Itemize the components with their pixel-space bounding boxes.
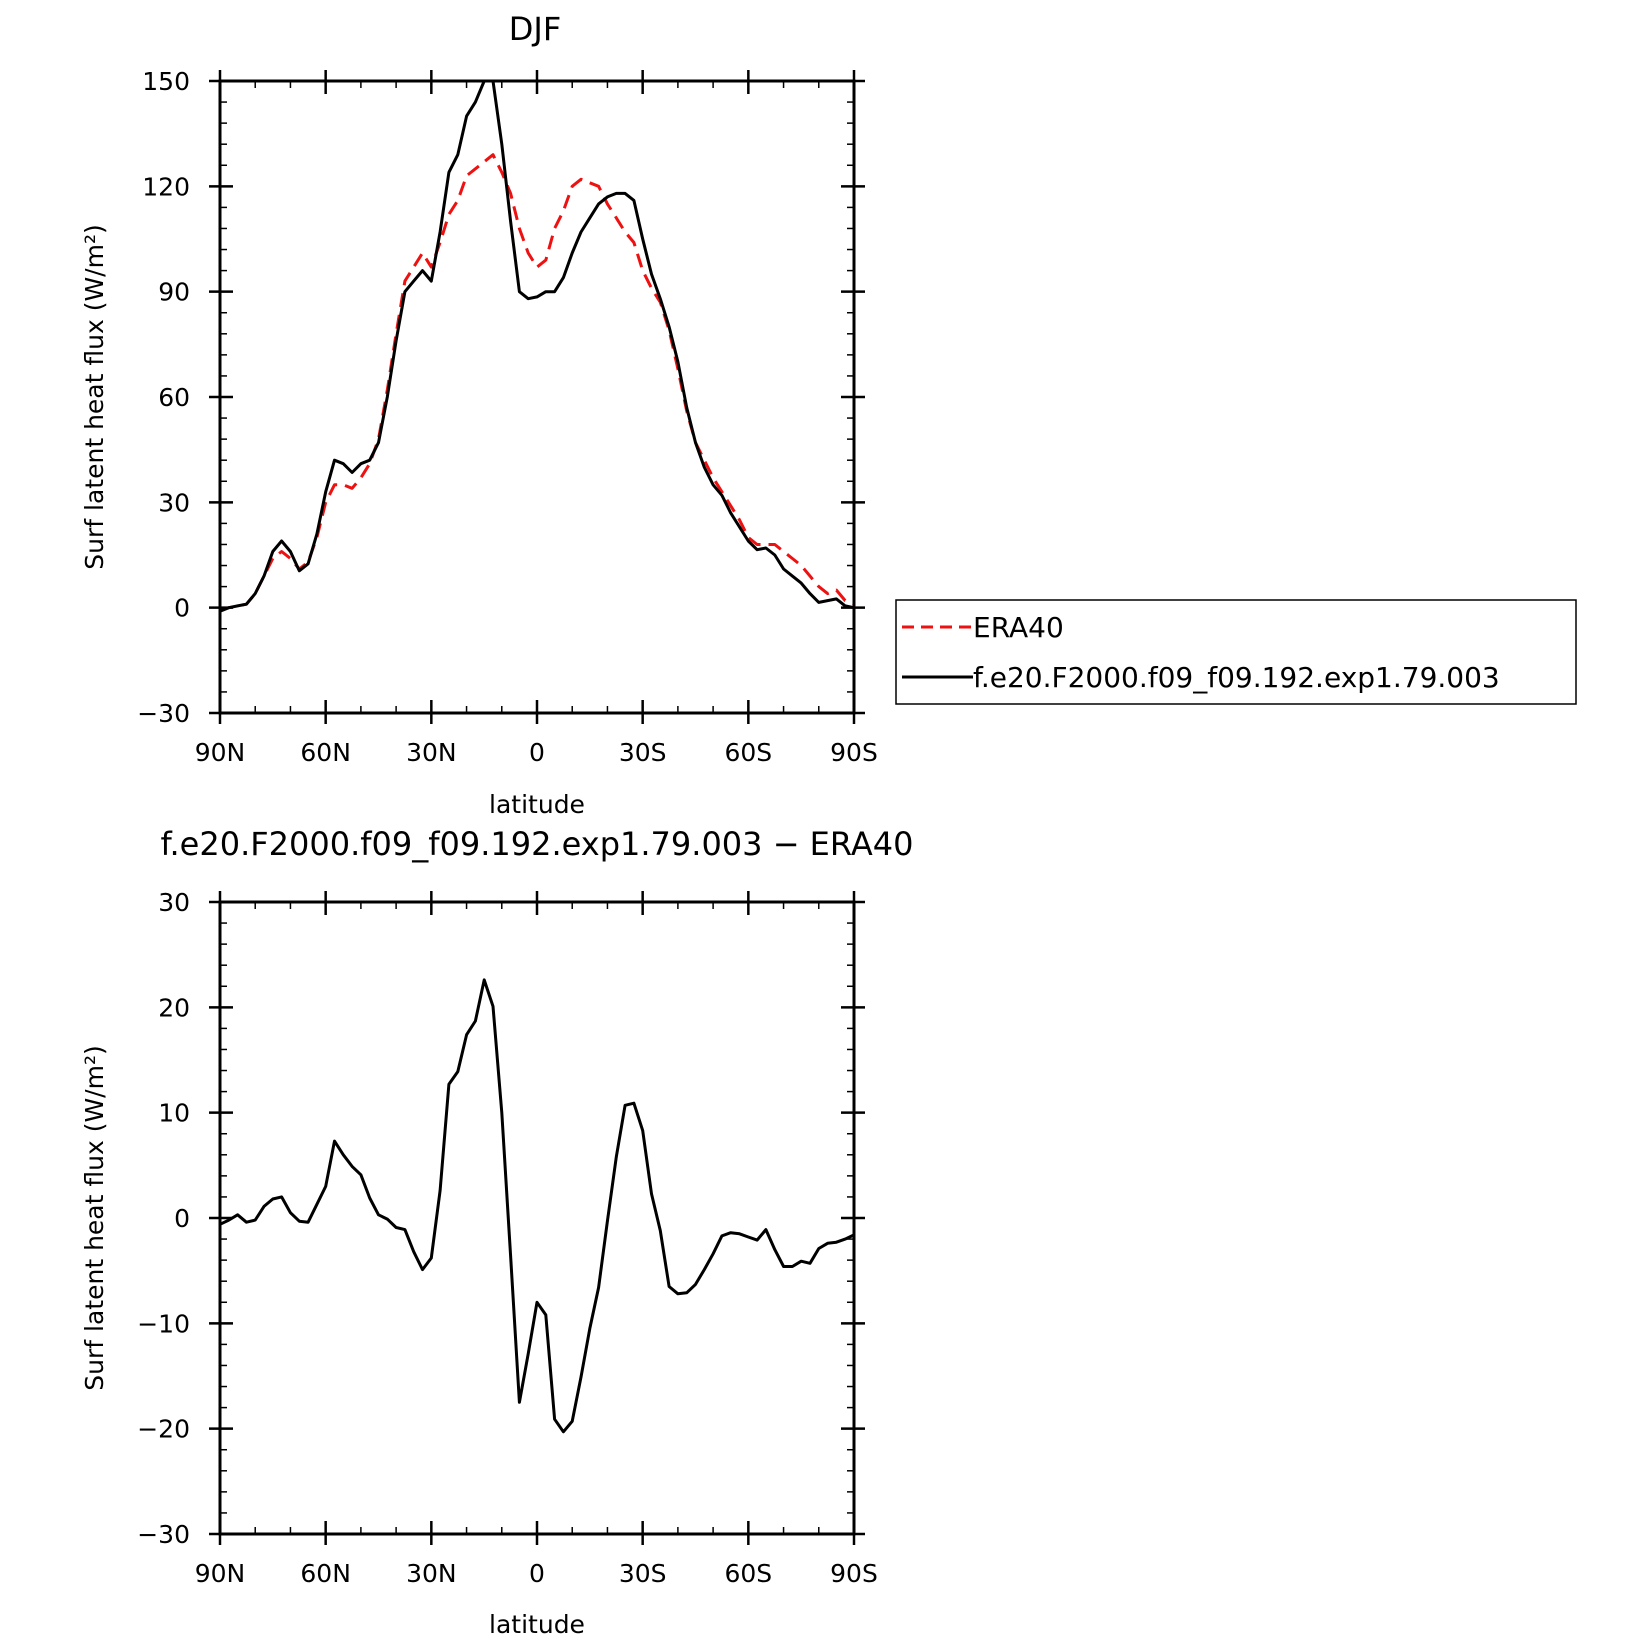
y-tick-label: 120: [142, 172, 190, 201]
bottom-y-axis-label: Surf latent heat flux (W/m²): [80, 1045, 109, 1390]
y-tick-label: 0: [174, 594, 190, 623]
x-tick-label: 90S: [830, 1559, 878, 1588]
x-tick-label: 60S: [724, 738, 772, 767]
x-tick-label: 30N: [406, 738, 457, 767]
top-y-axis-label: Surf latent heat flux (W/m²): [80, 224, 109, 569]
bottom-plot-frame: [218, 900, 856, 1536]
x-tick-label: 0: [529, 738, 545, 767]
legend: ERA40 f.e20.F2000.f09_f09.192.exp1.79.00…: [895, 599, 1577, 705]
y-tick-label: 90: [158, 278, 190, 307]
bottom-minor-ticks: [219, 901, 855, 1535]
x-tick-label: 0: [529, 1559, 545, 1588]
y-tick-label: −30: [137, 699, 190, 728]
bottom-x-tick-labels: 90N 60N 30N 0 30S 60S 90S: [195, 1559, 878, 1588]
x-tick-label: 60N: [300, 1559, 351, 1588]
series-line-era40: [219, 153, 855, 611]
x-tick-label: 90S: [830, 738, 878, 767]
x-tick-label: 30S: [619, 1559, 667, 1588]
top-major-ticks: [209, 70, 865, 724]
top-minor-ticks: [219, 80, 855, 714]
bottom-series-lines: [219, 978, 855, 1434]
top-plot-frame: [218, 79, 856, 715]
legend-box: [895, 599, 1577, 705]
top-panel: DJF −30 0 30 60 90 120 150 90N 60N 30N 0…: [80, 10, 1577, 819]
y-tick-label: 150: [142, 67, 190, 96]
y-tick-label: −20: [137, 1415, 190, 1444]
top-series-lines: [219, 79, 855, 613]
bottom-x-axis-label: latitude: [489, 1610, 585, 1639]
x-tick-label: 60S: [724, 1559, 772, 1588]
x-tick-label: 30N: [406, 1559, 457, 1588]
legend-label-era40: ERA40: [973, 611, 1064, 644]
top-x-tick-labels: 90N 60N 30N 0 30S 60S 90S: [195, 738, 878, 767]
top-y-tick-labels: −30 0 30 60 90 120 150: [137, 67, 190, 728]
bottom-panel: f.e20.F2000.f09_f09.192.exp1.79.003 − ER…: [80, 825, 913, 1639]
bottom-panel-title: f.e20.F2000.f09_f09.192.exp1.79.003 − ER…: [161, 825, 914, 863]
y-tick-label: 10: [158, 1099, 190, 1128]
y-tick-label: 30: [158, 888, 190, 917]
top-x-axis-label: latitude: [489, 790, 585, 819]
y-tick-label: −10: [137, 1309, 190, 1338]
bottom-y-tick-labels: −30 −20 −10 0 10 20 30: [137, 888, 190, 1549]
y-tick-label: 60: [158, 383, 190, 412]
bottom-major-ticks: [209, 891, 865, 1545]
x-tick-label: 90N: [195, 1559, 246, 1588]
y-tick-label: 30: [158, 488, 190, 517]
series-line-model: [219, 79, 855, 613]
top-panel-title: DJF: [509, 10, 561, 48]
y-tick-label: −30: [137, 1520, 190, 1549]
x-tick-label: 60N: [300, 738, 351, 767]
y-tick-label: 20: [158, 993, 190, 1022]
x-tick-label: 90N: [195, 738, 246, 767]
legend-label-model: f.e20.F2000.f09_f09.192.exp1.79.003: [973, 661, 1500, 694]
series-line-model: [219, 978, 855, 1434]
y-tick-label: 0: [174, 1204, 190, 1233]
x-tick-label: 30S: [619, 738, 667, 767]
